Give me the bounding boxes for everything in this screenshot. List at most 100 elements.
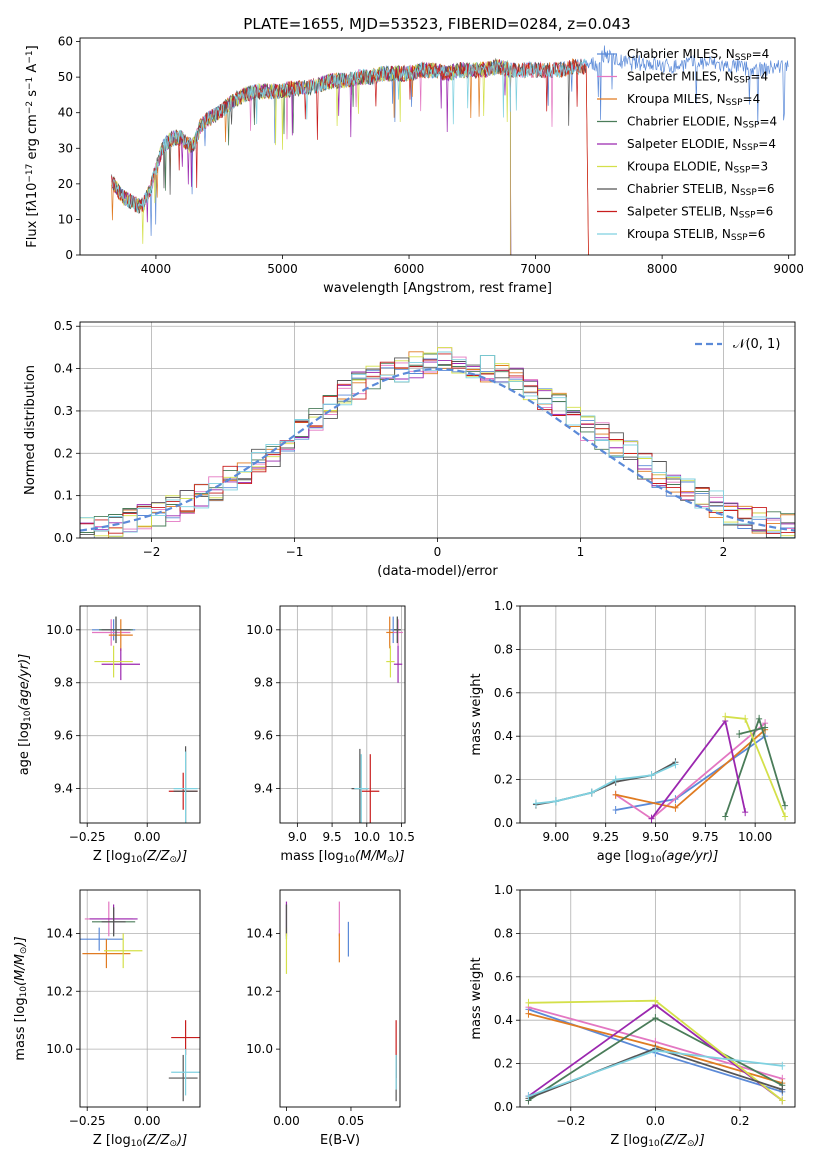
- y-tick-label: 9.4: [254, 782, 273, 796]
- y-tick-label: 10.0: [246, 1042, 273, 1056]
- plot-area: [532, 712, 789, 823]
- x-tick-label: −0.25: [69, 1114, 106, 1128]
- plot-area: [351, 616, 403, 823]
- x-axis-label: E(B-V): [320, 1133, 360, 1148]
- y-tick-label: 0.2: [494, 773, 513, 787]
- label-part: mass [log: [280, 849, 343, 864]
- label-part: (age/yr)]: [17, 654, 32, 711]
- label-part: )]: [393, 849, 404, 864]
- errorbar-point: [101, 648, 140, 681]
- plot-area: [92, 616, 198, 823]
- label-part: age [log: [17, 722, 32, 775]
- legend-entry: Salpeter ELODIE, NSSP=4: [627, 137, 776, 153]
- y-tick-label: 0.4: [494, 1013, 513, 1027]
- y-tick-label: 0.4: [54, 362, 73, 376]
- errorbar-point: [92, 619, 131, 646]
- plot-area: [111, 45, 789, 255]
- y-tick-label: 0.3: [54, 404, 73, 418]
- label-part: −1: [25, 50, 35, 63]
- errorbar-point: [80, 927, 124, 951]
- y-tick-label: 0: [65, 248, 73, 262]
- x-tick-label: 1: [577, 545, 585, 559]
- y-axis-label: mass weight: [469, 673, 484, 755]
- label-part: 10: [131, 1139, 143, 1149]
- y-tick-label: 9.8: [254, 676, 273, 690]
- y-axis-label: mass [log10(M/M⊙)]: [13, 936, 29, 1060]
- errorbar-point: [82, 939, 131, 969]
- label-part: 10: [131, 855, 143, 865]
- plot-area: [525, 996, 786, 1105]
- y-tick-label: 0.6: [494, 970, 513, 984]
- x-axis-label: Z [log10(Z/Z⊙)]: [93, 849, 187, 865]
- y-tick-label: 40: [58, 106, 73, 120]
- x-tick-label: 9.25: [592, 830, 619, 844]
- y-tick-label: 1.0: [494, 599, 513, 613]
- x-tick-label: 7000: [520, 262, 551, 276]
- y-tick-label: 9.6: [54, 729, 73, 743]
- errorbar-point: [171, 1049, 200, 1096]
- weight-line: [535, 763, 676, 805]
- x-tick-label: 5000: [267, 262, 298, 276]
- x-tick-label: 9000: [773, 262, 804, 276]
- label-part: ]: [25, 45, 40, 50]
- y-tick-label: 10.4: [246, 926, 273, 940]
- y-tick-label: 9.6: [254, 729, 273, 743]
- legend-entry: Kroupa MILES, NSSP=4: [627, 92, 760, 108]
- y-tick-label: 20: [58, 177, 73, 191]
- label-part: =3: [750, 160, 768, 174]
- spectrum-panel: 4000 5000 6000 7000 8000 9000 0 10 20 30 40 50 60 Cha…: [25, 35, 804, 296]
- x-axis-label: Z [log10(Z/Z⊙)]: [610, 1133, 704, 1149]
- label-part: )]: [176, 1133, 187, 1148]
- x-tick-label: 0.00: [134, 830, 161, 844]
- errorbar-point: [393, 645, 403, 683]
- label-part: )]: [176, 849, 187, 864]
- label-part: (M/M: [355, 849, 387, 864]
- weight-line: [738, 726, 766, 735]
- x-tick-label: 9.5: [323, 830, 342, 844]
- label-part: (age/yr)]: [661, 849, 718, 864]
- label-part: erg cm: [25, 114, 40, 163]
- y-tick-label: 1.0: [494, 883, 513, 897]
- x-axis-label: Z [log10(Z/Z⊙)]: [93, 1133, 187, 1149]
- label-part: =4: [758, 137, 776, 151]
- legend-entry: Chabrier STELIB, NSSP=6: [627, 182, 775, 198]
- histogram-step: [80, 351, 795, 538]
- errorbar-point: [393, 619, 403, 646]
- x-tick-label: 9.50: [642, 830, 669, 844]
- x-tick-label: 6000: [394, 262, 425, 276]
- legend-entry: Salpeter STELIB, NSSP=6: [627, 205, 773, 221]
- y-tick-label: 60: [58, 35, 73, 49]
- label-part: −17: [25, 164, 35, 183]
- label-part: 10: [25, 183, 40, 200]
- y-tick-label: 0.0: [494, 816, 513, 830]
- legend-entry: 𝒩(0, 1): [733, 337, 780, 352]
- label-part: −1: [25, 77, 35, 90]
- x-tick-label: 10.00: [738, 830, 772, 844]
- x-tick-label: −0.2: [556, 1114, 585, 1128]
- y-tick-label: 0.2: [54, 446, 73, 460]
- label-part: =4: [759, 115, 777, 129]
- y-tick-label: 0.0: [494, 1100, 513, 1114]
- errorbar-point: [386, 645, 395, 678]
- x-tick-label: 0.00: [273, 1114, 300, 1128]
- label-part: Z [log: [93, 849, 131, 864]
- label-part: (Z/Z: [142, 1133, 170, 1148]
- y-tick-label: 10.0: [46, 1042, 73, 1056]
- errorbar-point: [173, 751, 198, 823]
- axes-frame: [79, 321, 796, 539]
- label-part: SSP: [726, 98, 743, 108]
- label-part: SSP: [739, 211, 756, 221]
- label-part: mass [log: [13, 997, 28, 1060]
- figure-title: PLATE=1655, MJD=53523, FIBERID=0284, z=0…: [243, 15, 630, 33]
- errorbar-point: [168, 1054, 198, 1102]
- y-axis-label: Normed distribution: [23, 365, 38, 495]
- label-part: ⊙: [19, 947, 29, 955]
- y-axis-label: age [log10(age/yr)]: [17, 654, 33, 776]
- label-part: SSP: [741, 143, 758, 153]
- label-part: )]: [13, 936, 28, 947]
- label-part: s: [25, 90, 40, 101]
- legend-entry: Kroupa STELIB, NSSP=6: [627, 227, 765, 243]
